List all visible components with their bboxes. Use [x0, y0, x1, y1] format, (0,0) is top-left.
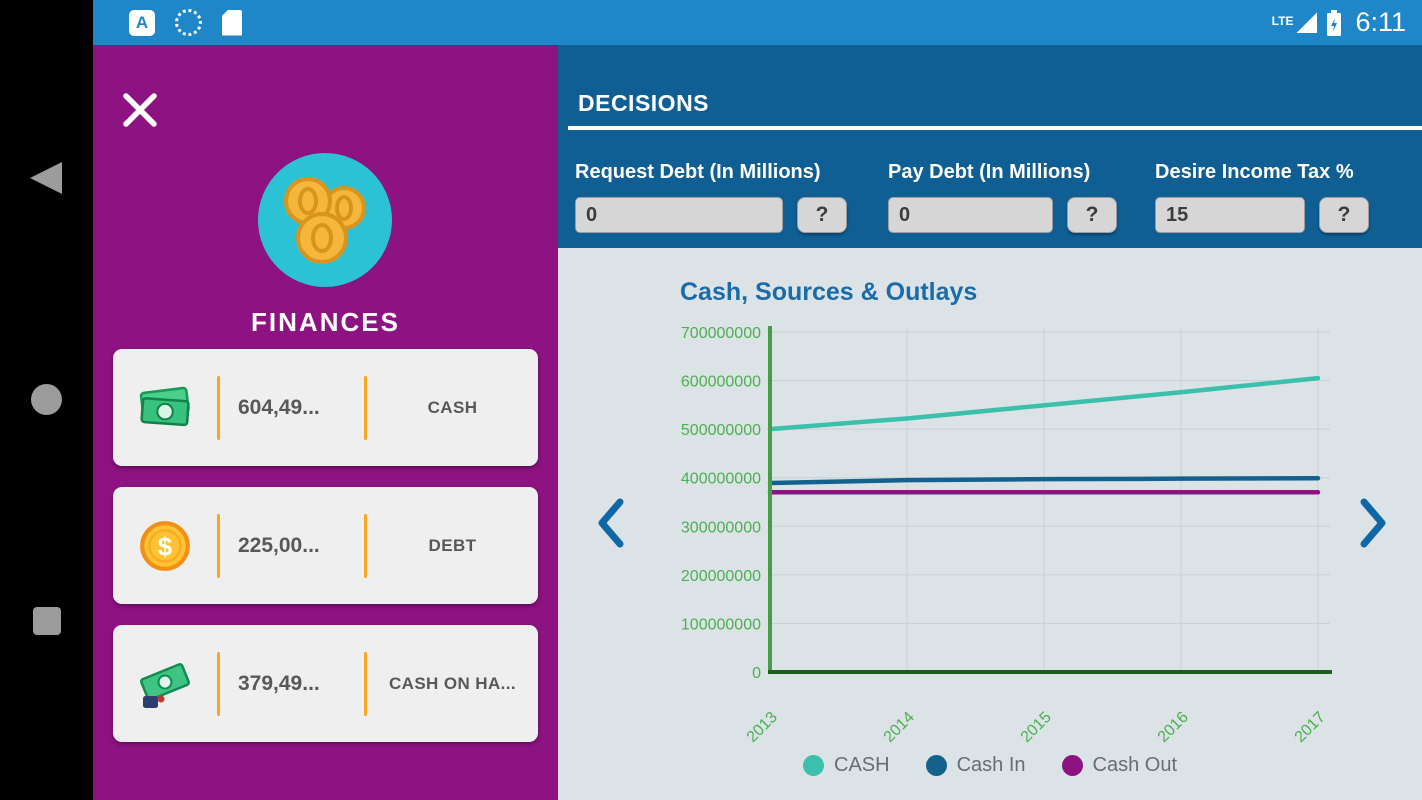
legend-dot-icon	[925, 755, 947, 776]
finance-card-cash-on-hand[interactable]: 379,49... CASH ON HA...	[113, 625, 538, 742]
chart-legend: CASH Cash In Cash Out	[558, 754, 1422, 777]
x-tick-label: 2016	[1155, 709, 1192, 746]
card-value: 225,00...	[238, 533, 320, 557]
home-icon[interactable]	[31, 384, 62, 415]
a-app-icon: A	[129, 9, 155, 36]
finances-avatar	[258, 153, 392, 287]
card-label: CASH ON HA...	[388, 673, 517, 693]
card-divider	[217, 375, 220, 440]
lte-signal-icon: LTE	[1272, 12, 1318, 33]
legend-item: Cash In	[925, 754, 1026, 777]
card-divider	[217, 651, 220, 716]
clock-time: 6:11	[1355, 7, 1406, 37]
y-tick-label: 300000000	[681, 519, 761, 536]
card-label: CASH	[427, 397, 478, 417]
coins-icon	[284, 177, 366, 264]
legend-dot-icon	[1061, 755, 1083, 776]
back-icon[interactable]	[30, 162, 62, 194]
battery-charging-icon	[1327, 9, 1342, 36]
chevron-left-icon[interactable]	[596, 497, 626, 549]
pay-debt-help-button[interactable]: ?	[1067, 197, 1117, 233]
cash-bills-icon	[113, 379, 217, 437]
card-divider	[364, 651, 367, 716]
close-icon[interactable]	[117, 87, 163, 133]
card-value: 604,49...	[238, 395, 320, 419]
y-tick-label: 600000000	[681, 374, 761, 391]
legend-item: CASH	[803, 754, 890, 777]
legend-item: Cash Out	[1061, 754, 1177, 777]
card-label: DEBT	[428, 535, 477, 555]
lte-label: LTE	[1271, 14, 1294, 28]
card-divider	[217, 513, 220, 578]
legend-label: CASH	[834, 754, 890, 776]
chart-panel: Cash, Sources & Outlays 0 100000000 200000…	[558, 248, 1422, 800]
legend-dot-icon	[803, 755, 824, 776]
main-panel: DECISIONS Request Debt (In Millions) ? P…	[558, 45, 1422, 800]
series-line-cash	[767, 375, 1321, 432]
drawer-title: FINANCES	[251, 307, 400, 337]
status-bar-left-icons: A	[93, 9, 242, 36]
request-debt-input[interactable]	[575, 197, 783, 233]
field-label: Pay Debt (In Millions)	[888, 161, 1091, 183]
header-underline	[568, 126, 1422, 130]
chevron-right-icon[interactable]	[1358, 497, 1388, 549]
pay-debt-input[interactable]	[888, 197, 1053, 233]
page-title: DECISIONS	[578, 90, 710, 116]
request-debt-help-button[interactable]: ?	[797, 197, 847, 233]
y-tick-label: 500000000	[681, 422, 761, 439]
x-tick-label: 2015	[1018, 709, 1055, 746]
sd-card-icon	[222, 9, 242, 36]
field-label: Request Debt (In Millions)	[575, 161, 821, 183]
decisions-header: DECISIONS	[558, 45, 1422, 133]
finances-drawer: FINANCES 604,49... CASH $	[93, 45, 558, 800]
finance-card-debt[interactable]: $ 225,00... DEBT	[113, 487, 538, 604]
field-income-tax: Desire Income Tax % ?	[1155, 161, 1369, 233]
y-tick-label: 400000000	[681, 471, 761, 488]
status-bar-right: LTE 6:11	[1272, 7, 1422, 38]
status-bar: A LTE 6:11	[93, 0, 1422, 45]
legend-label: Cash In	[956, 754, 1026, 776]
income-tax-help-button[interactable]: ?	[1319, 197, 1369, 233]
recents-icon[interactable]	[33, 607, 61, 635]
cash-on-hand-icon	[113, 654, 217, 714]
card-value: 379,49...	[238, 671, 320, 695]
series-line-cash-in	[767, 475, 1321, 486]
card-divider	[364, 375, 367, 440]
x-tick-label: 2014	[881, 709, 918, 746]
card-divider	[364, 513, 367, 578]
y-tick-label: 0	[752, 665, 761, 682]
income-tax-input[interactable]	[1155, 197, 1305, 233]
dotted-circle-icon	[175, 9, 202, 36]
coin-dollar-icon: $	[113, 517, 217, 575]
svg-text:$: $	[158, 533, 173, 561]
x-tick-label: 2013	[744, 709, 781, 746]
field-request-debt: Request Debt (In Millions) ?	[575, 161, 847, 233]
signal-triangle-icon	[1296, 12, 1318, 33]
legend-label: Cash Out	[1092, 754, 1177, 776]
y-tick-label: 200000000	[681, 568, 761, 585]
y-tick-label: 100000000	[681, 616, 761, 633]
chart-title: Cash, Sources & Outlays	[680, 278, 978, 306]
finance-card-cash[interactable]: 604,49... CASH	[113, 349, 538, 466]
x-tick-label: 2017	[1292, 709, 1329, 746]
y-tick-label: 700000000	[681, 325, 761, 342]
field-pay-debt: Pay Debt (In Millions) ?	[888, 161, 1117, 233]
line-chart: 0 100000000 200000000 300000000 400000000 500…	[681, 325, 1332, 746]
decisions-fields: Request Debt (In Millions) ? Pay Debt (I…	[558, 133, 1422, 248]
field-label: Desire Income Tax %	[1155, 161, 1354, 183]
